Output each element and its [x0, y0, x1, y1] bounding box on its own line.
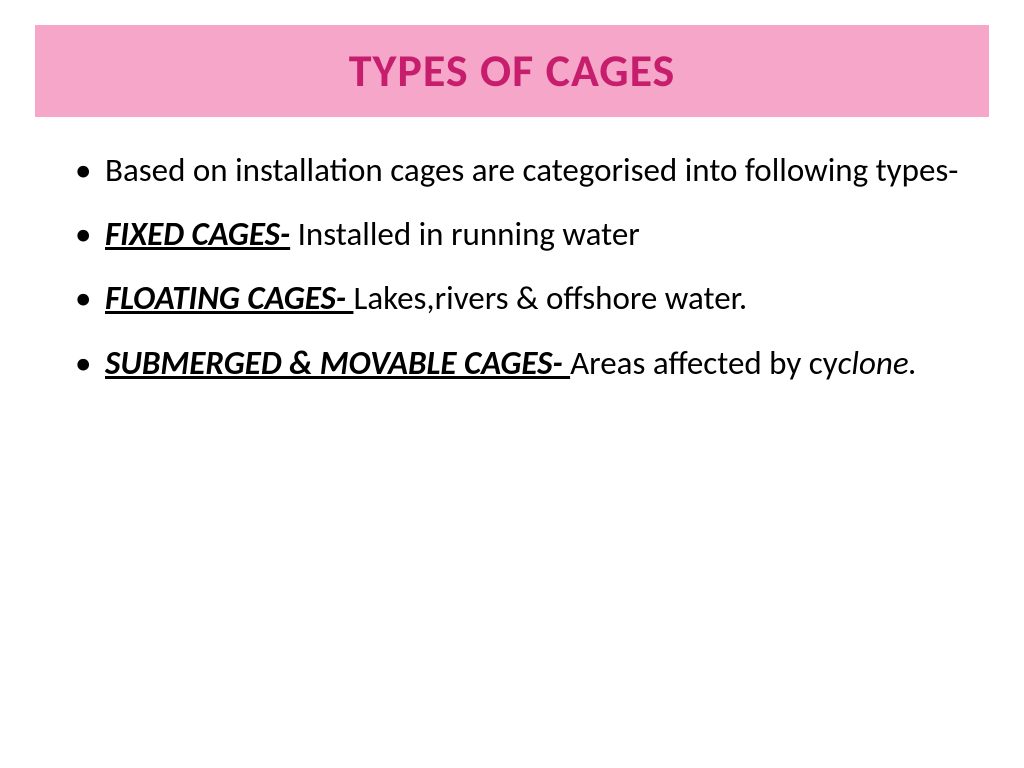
bullet-item: FIXED CAGES- Installed in running water — [65, 211, 959, 257]
term-label: FLOATING CAGES- — [105, 278, 353, 318]
bullet-item: Based on installation cages are categori… — [65, 147, 959, 193]
bullet-item: FLOATING CAGES- Lakes,rivers & offshore … — [65, 275, 959, 321]
term-label: SUBMERGED & MOVABLE CAGES- — [105, 343, 570, 383]
term-label: FIXED CAGES- — [105, 214, 290, 254]
bullet-list: Based on installation cages are categori… — [65, 147, 959, 386]
term-desc: Lakes,rivers & offshore water. — [353, 278, 747, 318]
slide-title: TYPES OF CAGES — [35, 43, 989, 99]
bullet-item: SUBMERGED & MOVABLE CAGES- Areas affecte… — [65, 340, 959, 386]
bullet-text: Based on installation cages are categori… — [105, 150, 958, 190]
title-bar: TYPES OF CAGES — [35, 25, 989, 117]
slide-container: TYPES OF CAGES Based on installation cag… — [0, 0, 1024, 768]
content-area: Based on installation cages are categori… — [35, 147, 989, 386]
term-desc-italic: clone. — [838, 343, 917, 383]
term-desc: Installed in running water — [290, 214, 640, 254]
term-desc: Areas affected by cy — [570, 343, 838, 383]
